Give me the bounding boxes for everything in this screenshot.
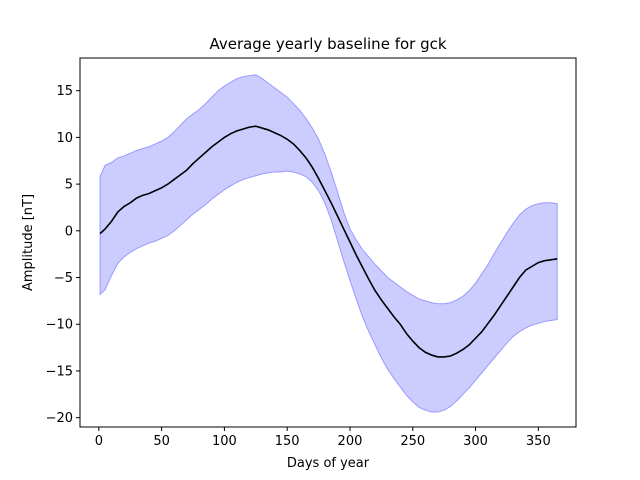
x-tick-label: 250	[400, 434, 425, 449]
x-axis-label: Days of year	[287, 456, 370, 471]
y-tick-label: −15	[46, 364, 73, 379]
x-tick-label: 300	[463, 434, 488, 449]
y-tick-label: 15	[56, 84, 73, 99]
x-tick-label: 150	[275, 434, 300, 449]
plot-area	[99, 74, 558, 413]
x-tick-label: 50	[153, 434, 170, 449]
y-axis-label: Amplitude [nT]	[21, 194, 36, 291]
x-tick-label: 0	[95, 434, 103, 449]
x-tick-label: 200	[338, 434, 363, 449]
mean-baseline-line	[99, 125, 558, 358]
x-tick-label: 350	[526, 434, 551, 449]
y-tick-label: 5	[65, 178, 73, 193]
confidence-band	[99, 74, 558, 413]
y-tick-label: −10	[46, 318, 73, 333]
y-tick-label: −20	[46, 411, 73, 426]
y-tick-label: −5	[54, 271, 73, 286]
y-axis: −20 −15 −10 −5 0 5 10 15	[46, 84, 80, 426]
y-tick-label: 10	[56, 131, 73, 146]
plot-frame	[79, 57, 577, 428]
x-tick-label: 100	[212, 434, 237, 449]
y-tick-label: 0	[65, 224, 73, 239]
x-axis: 0 50 100 150 200 250 300 350	[95, 427, 551, 449]
chart-title: Average yearly baseline for gck	[209, 35, 446, 53]
